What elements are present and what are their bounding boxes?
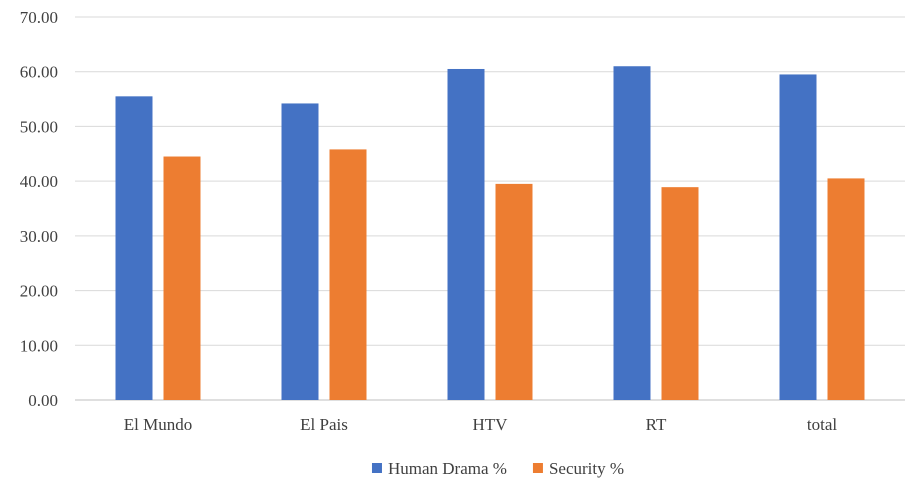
x-tick-label: HTV [473, 415, 509, 434]
bar-human-drama [281, 103, 319, 400]
y-tick-label: 60.00 [20, 63, 58, 82]
x-tick-label: El Mundo [124, 415, 192, 434]
legend-swatch [371, 463, 382, 473]
y-tick-label: 10.00 [20, 336, 58, 355]
y-tick-label: 20.00 [20, 282, 58, 301]
bar-human-drama [447, 68, 485, 400]
legend: Human Drama % Security % [371, 459, 624, 478]
y-tick-label: 0.00 [28, 391, 58, 410]
y-axis-tick-labels: 0.00 10.00 20.00 30.00 40.00 50.00 60.00 70.00 [20, 8, 58, 410]
y-tick-label: 50.00 [20, 117, 58, 136]
x-tick-label: El Pais [300, 415, 348, 434]
bar-human-drama [115, 96, 153, 400]
legend-label: Security % [549, 459, 624, 478]
bar-security [661, 187, 699, 400]
legend-label: Human Drama % [388, 459, 507, 478]
y-tick-label: 30.00 [20, 227, 58, 246]
x-axis-tick-labels: El Mundo El Pais HTV RT total [124, 415, 838, 434]
legend-swatch [532, 463, 543, 473]
bar-security [329, 149, 367, 400]
bar-security [163, 156, 201, 400]
x-tick-label: total [807, 415, 837, 434]
bar-security [495, 183, 533, 400]
bar-human-drama [613, 66, 651, 400]
x-tick-label: RT [646, 415, 667, 434]
bar-security [827, 178, 865, 400]
y-tick-label: 40.00 [20, 172, 58, 191]
gridlines [75, 16, 905, 401]
y-tick-label: 70.00 [20, 8, 58, 27]
bar-human-drama [779, 74, 817, 400]
bars [115, 66, 865, 400]
